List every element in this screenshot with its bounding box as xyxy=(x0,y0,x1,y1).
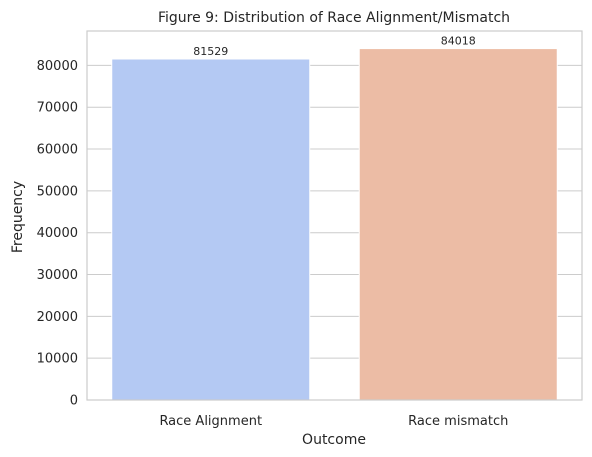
y-tick-label: 30000 xyxy=(37,268,78,283)
y-tick-label: 0 xyxy=(70,394,78,409)
y-tick-label: 70000 xyxy=(37,101,78,116)
x-axis-label: Outcome xyxy=(302,432,366,448)
plot-frame xyxy=(86,30,583,401)
bars xyxy=(111,48,558,401)
x-tick-label: Race Alignment xyxy=(159,414,262,429)
bar-race-alignment xyxy=(111,58,311,401)
x-tick-label: Race mismatch xyxy=(408,414,508,429)
bar-value-label: 81529 xyxy=(193,45,228,58)
y-axis-label: Frequency xyxy=(10,181,26,253)
y-tick-labels: 0 10000 20000 30000 40000 50000 60000 70000 8000… xyxy=(37,59,78,409)
bar-race-mismatch xyxy=(358,48,558,401)
y-tick-label: 80000 xyxy=(37,59,78,74)
chart-title: Figure 9: Distribution of Race Alignment… xyxy=(158,10,510,26)
x-tick-labels: Race Alignment Race mismatch xyxy=(159,414,508,429)
y-tick-label: 20000 xyxy=(37,310,78,325)
y-tick-label: 50000 xyxy=(37,184,78,199)
data-labels: 81529 84018 xyxy=(193,35,476,58)
y-tick-label: 60000 xyxy=(37,143,78,158)
y-tick-label: 10000 xyxy=(37,352,78,367)
bar-value-label: 84018 xyxy=(441,35,476,48)
y-tick-label: 40000 xyxy=(37,226,78,241)
